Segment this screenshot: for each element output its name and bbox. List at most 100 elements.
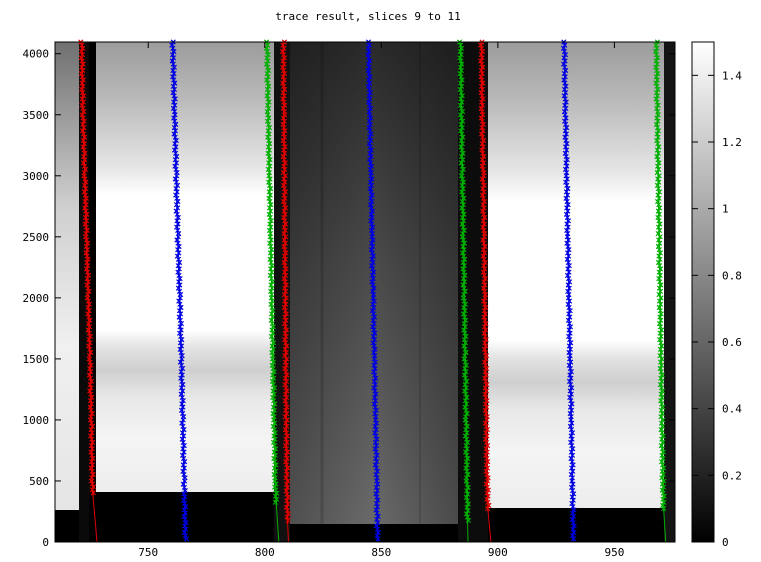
trace-marker <box>485 493 491 499</box>
trace-marker <box>657 221 663 227</box>
trace-marker <box>484 496 490 502</box>
trace-marker <box>84 282 90 288</box>
trace-marker <box>564 125 570 131</box>
trace-marker <box>459 125 465 131</box>
trace-marker <box>480 102 486 108</box>
trace-marker <box>482 282 488 288</box>
trace-marker <box>269 356 275 362</box>
trace-marker <box>366 141 372 147</box>
trace-marker <box>282 189 289 195</box>
trace-marker <box>183 504 189 510</box>
trace-marker <box>463 369 469 375</box>
trace-marker <box>567 279 573 285</box>
trace-marker <box>480 144 486 150</box>
trace-marker <box>570 481 576 487</box>
trace-marker <box>374 504 381 510</box>
trace-marker <box>80 90 86 96</box>
trace-marker <box>174 237 180 243</box>
trace-marker <box>566 378 573 384</box>
trace-marker <box>654 93 661 99</box>
trace-marker <box>372 346 378 352</box>
trace-marker <box>485 499 491 505</box>
trace-marker <box>562 166 569 172</box>
trace-marker <box>175 263 181 269</box>
trace-marker <box>170 83 176 89</box>
trace-marker <box>173 150 179 156</box>
colorbar-tick-label: 1.4 <box>722 69 742 82</box>
trace-marker <box>170 67 176 74</box>
trace-marker <box>267 250 273 256</box>
trace-marker <box>284 410 290 417</box>
trace-marker <box>80 160 86 166</box>
trace-marker <box>182 478 188 484</box>
trace-marker <box>281 93 287 99</box>
y-tick-label: 1000 <box>23 414 50 427</box>
trace-marker <box>566 247 572 253</box>
trace-marker <box>368 182 375 188</box>
trace-marker <box>171 71 177 77</box>
trace-marker <box>568 359 574 365</box>
trace-marker <box>371 269 377 275</box>
trace-marker <box>369 176 375 182</box>
trace-marker <box>170 105 176 111</box>
trace-marker <box>656 179 662 185</box>
trace-marker <box>368 189 374 195</box>
trace-marker <box>457 102 463 108</box>
trace-marker <box>88 362 94 368</box>
trace-marker <box>568 340 574 346</box>
trace-marker <box>174 211 180 217</box>
trace-marker <box>368 105 374 111</box>
trace-tail <box>287 523 289 543</box>
trace-marker <box>80 45 86 51</box>
trace-marker <box>658 333 664 339</box>
trace-marker <box>80 99 86 105</box>
trace-marker <box>284 514 290 520</box>
trace-marker <box>273 446 279 452</box>
trace-marker <box>565 295 571 301</box>
trace-marker <box>80 137 86 144</box>
trace-marker <box>563 115 569 121</box>
trace-marker <box>571 529 577 535</box>
trace-marker <box>459 61 465 67</box>
trace-marker <box>280 90 286 96</box>
trace-marker <box>283 504 289 510</box>
trace-marker <box>461 304 467 311</box>
trace-marker <box>478 52 484 58</box>
trace-marker <box>654 99 660 105</box>
trace-marker <box>568 449 574 455</box>
trace-marker <box>372 439 378 445</box>
trace-marker <box>461 195 467 201</box>
trace-marker <box>656 218 662 224</box>
trace-marker <box>282 227 288 233</box>
trace-marker <box>462 272 468 278</box>
trace-marker <box>564 221 570 227</box>
trace-marker <box>569 385 575 391</box>
trace-marker <box>267 214 273 221</box>
colorbar-tick-label: 0.6 <box>722 336 742 349</box>
trace-marker <box>266 105 272 111</box>
trace-marker <box>81 153 87 160</box>
trace-marker <box>182 510 188 516</box>
trace-marker <box>569 407 575 413</box>
trace-marker <box>563 173 569 179</box>
trace-marker <box>656 160 662 166</box>
trace-marker <box>181 507 187 513</box>
trace-marker <box>284 343 290 349</box>
trace-marker <box>179 337 185 343</box>
trace-marker <box>178 311 184 317</box>
trace-marker <box>266 189 272 195</box>
trace-marker <box>176 298 182 304</box>
trace-marker <box>463 362 469 368</box>
trace-marker <box>368 205 374 211</box>
trace-marker <box>570 462 576 468</box>
trace-marker <box>568 398 574 404</box>
trace-marker <box>658 349 664 356</box>
trace-marker <box>83 250 89 256</box>
trace-marker <box>563 99 569 105</box>
trace-marker <box>264 64 271 70</box>
trace-marker <box>366 42 373 48</box>
trace-marker <box>462 433 468 439</box>
trace-marker <box>177 282 183 288</box>
trace-marker <box>80 83 86 89</box>
trace-marker <box>567 337 573 343</box>
